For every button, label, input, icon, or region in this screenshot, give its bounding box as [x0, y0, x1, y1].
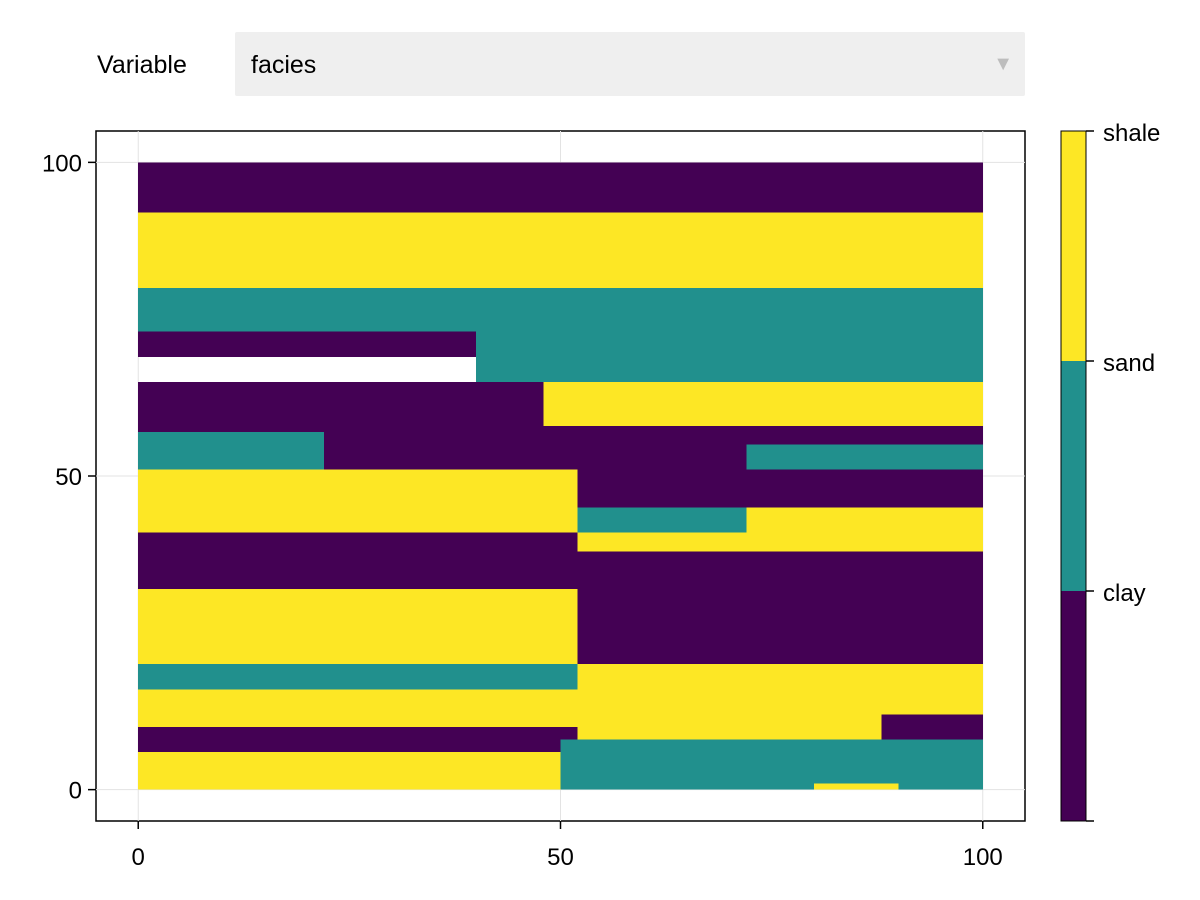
facies-cell-shale [138, 752, 561, 790]
facies-cell-shale [813, 783, 899, 790]
facies-cell-clay [138, 162, 983, 213]
colorbar-label-clay: clay [1103, 580, 1146, 607]
facies-cell-clay [138, 331, 477, 357]
facies-cell-shale [138, 212, 983, 288]
facies-cell-clay [138, 381, 544, 433]
x-tick-label: 0 [132, 844, 145, 871]
facies-cell-sand [138, 287, 983, 332]
facies-cell-clay [138, 532, 578, 589]
colorbar-segment-shale [1061, 131, 1086, 361]
facies-cell-sand [138, 664, 578, 690]
colorbar-segment-sand [1061, 361, 1086, 591]
facies-cell-sand [476, 331, 983, 382]
facies-cell-shale [138, 469, 578, 533]
x-tick-label: 100 [963, 844, 1003, 871]
facies-cell-clay [577, 551, 983, 665]
variable-label: Variable [97, 51, 187, 79]
facies-cell-sand [138, 432, 325, 470]
facies-cell-shale [138, 689, 578, 727]
facies-cell-shale [138, 588, 578, 665]
colorbar-segment-clay [1061, 591, 1086, 821]
facies-cell-sand [577, 507, 747, 533]
x-tick-label: 50 [547, 844, 574, 871]
axes: 0 50 100 0 50 100 [42, 150, 1003, 871]
y-tick-label: 100 [42, 150, 82, 177]
facies-cell-sand [560, 739, 983, 790]
colorbar-label-sand: sand [1103, 350, 1155, 377]
variable-dropdown-value: facies [251, 51, 317, 79]
y-tick-label: 0 [69, 778, 82, 805]
colorbar-label-shale: shale [1103, 120, 1160, 147]
facies-cell-clay [577, 469, 983, 508]
facies-cell-clay [881, 714, 983, 740]
chevron-down-icon[interactable]: ▼ [993, 53, 1013, 75]
heatmap-cells [138, 162, 983, 790]
facies-cell-clay [138, 726, 578, 752]
facies-cell-shale [543, 381, 983, 426]
y-tick-label: 50 [55, 464, 82, 491]
variable-dropdown[interactable]: facies ▼ [235, 32, 1025, 96]
colorbar-frame [1060, 130, 1087, 822]
colorbar: shale sand clay [1060, 120, 1160, 822]
